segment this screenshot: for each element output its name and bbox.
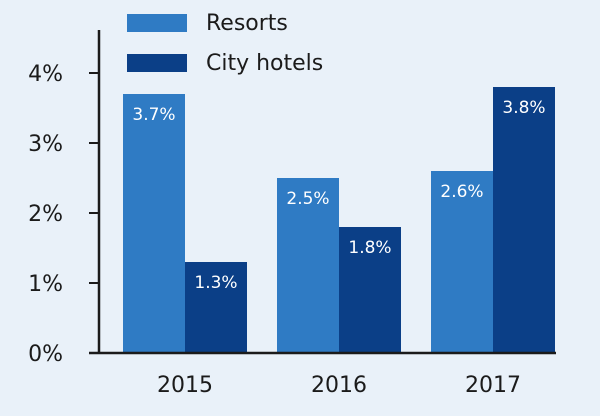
y-tick-label-4: 4% bbox=[28, 62, 63, 87]
bar-2017-2 bbox=[493, 87, 555, 353]
legend-label-2: City hotels bbox=[206, 51, 323, 76]
data-label-2017-1: 2.6% bbox=[440, 182, 483, 202]
x-tick-label-2017: 2017 bbox=[465, 373, 521, 398]
y-tick-label-0: 0% bbox=[28, 342, 63, 367]
y-tick-label-3: 3% bbox=[28, 132, 63, 157]
data-label-2016-1: 2.5% bbox=[286, 189, 329, 209]
bar-2015-1 bbox=[123, 94, 185, 353]
bar-2016-2 bbox=[339, 227, 401, 353]
data-label-2015-1: 3.7% bbox=[132, 105, 175, 125]
y-tick-label-2: 2% bbox=[28, 202, 63, 227]
legend-swatch-1 bbox=[127, 14, 187, 32]
bar-2015-2 bbox=[185, 262, 247, 353]
data-label-2015-2: 1.3% bbox=[194, 273, 237, 293]
data-label-2017-2: 3.8% bbox=[502, 98, 545, 118]
x-tick-label-2016: 2016 bbox=[311, 373, 367, 398]
legend-swatch-2 bbox=[127, 54, 187, 72]
bar-2017-1 bbox=[431, 171, 493, 353]
y-tick-label-1: 1% bbox=[28, 272, 63, 297]
data-label-2016-2: 1.8% bbox=[348, 238, 391, 258]
legend-label-1: Resorts bbox=[206, 11, 288, 36]
bar-2016-1 bbox=[277, 178, 339, 353]
x-tick-label-2015: 2015 bbox=[157, 373, 213, 398]
